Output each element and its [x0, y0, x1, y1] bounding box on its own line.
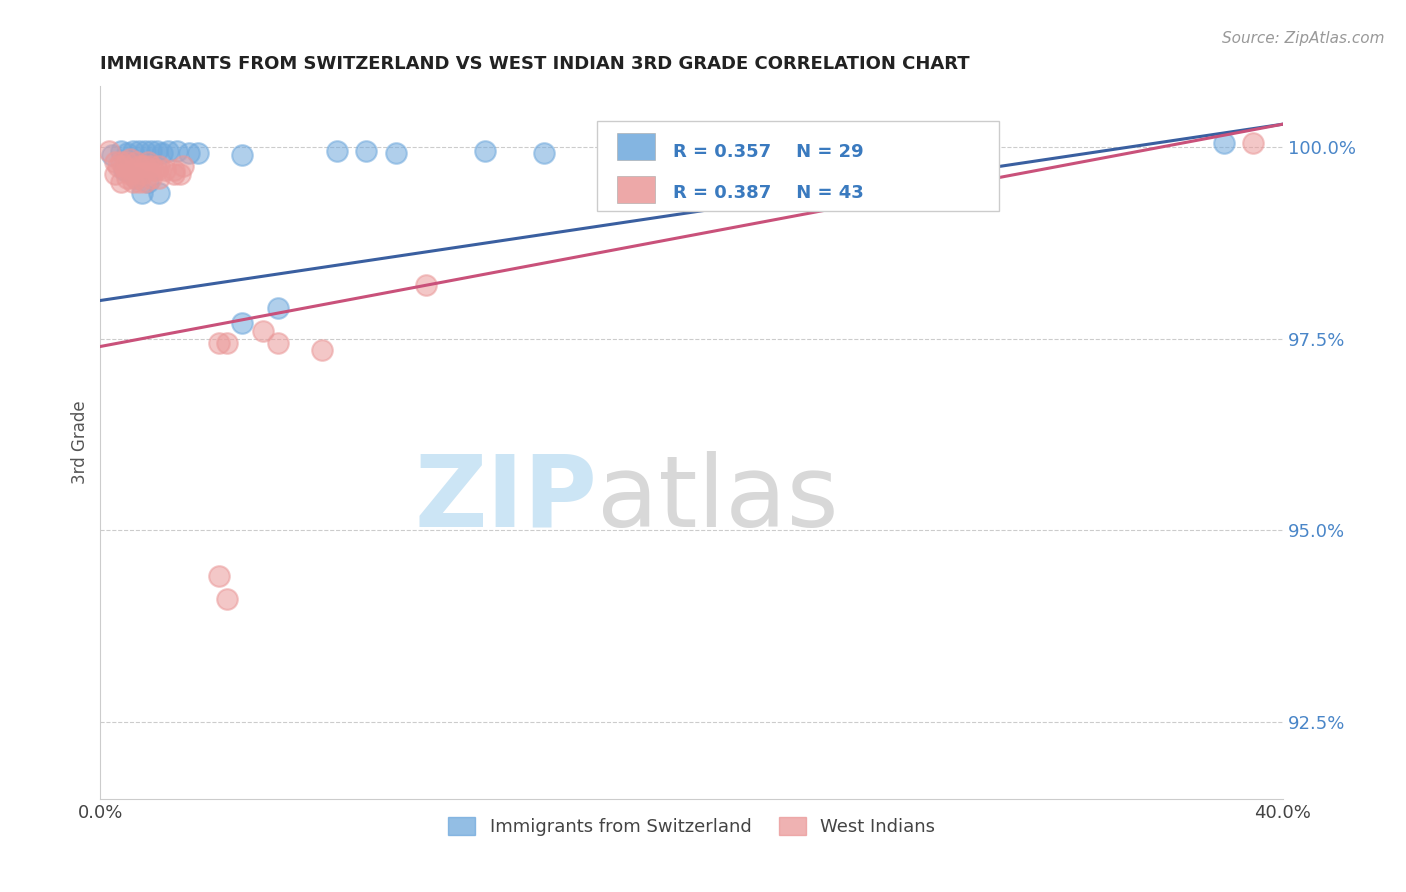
Point: [112, 159, 135, 173]
Point: [217, 335, 239, 350]
Point: [115, 170, 138, 185]
Point: [118, 167, 141, 181]
Point: [207, 335, 229, 350]
FancyBboxPatch shape: [617, 133, 655, 160]
Point: [128, 159, 150, 173]
Point: [962, 159, 984, 173]
Point: [231, 317, 253, 331]
Point: [152, 145, 174, 160]
Point: [148, 186, 170, 201]
Point: [267, 335, 290, 350]
Point: [118, 152, 141, 166]
Point: [415, 278, 437, 293]
Point: [474, 144, 496, 158]
Legend: Immigrants from Switzerland, West Indians: Immigrants from Switzerland, West Indian…: [441, 810, 942, 843]
Point: [122, 175, 145, 189]
Text: ZIP: ZIP: [415, 450, 598, 548]
Point: [326, 144, 349, 158]
Point: [125, 155, 148, 169]
Point: [311, 343, 333, 358]
Point: [131, 186, 153, 201]
Point: [125, 170, 148, 185]
Point: [145, 163, 167, 178]
Point: [110, 144, 132, 158]
Point: [142, 163, 165, 178]
Point: [104, 167, 127, 181]
Text: R = 0.357    N = 29: R = 0.357 N = 29: [672, 143, 863, 161]
Point: [172, 159, 194, 173]
Point: [131, 167, 153, 181]
Point: [385, 145, 408, 160]
Point: [139, 144, 162, 158]
Point: [166, 144, 188, 158]
Point: [107, 159, 129, 173]
Point: [231, 148, 253, 162]
Point: [98, 144, 121, 158]
Point: [122, 163, 145, 178]
Point: [125, 170, 148, 185]
Point: [134, 159, 156, 173]
Point: [157, 144, 180, 158]
Text: R = 0.387    N = 43: R = 0.387 N = 43: [672, 184, 863, 202]
Point: [104, 155, 127, 169]
Text: IMMIGRANTS FROM SWITZERLAND VS WEST INDIAN 3RD GRADE CORRELATION CHART: IMMIGRANTS FROM SWITZERLAND VS WEST INDI…: [100, 55, 970, 73]
Point: [134, 144, 156, 158]
Point: [217, 592, 239, 607]
Point: [112, 163, 135, 178]
Text: Source: ZipAtlas.com: Source: ZipAtlas.com: [1222, 31, 1385, 46]
Point: [122, 144, 145, 158]
Point: [131, 159, 153, 173]
FancyBboxPatch shape: [617, 176, 655, 202]
Point: [681, 144, 703, 158]
Point: [187, 145, 209, 160]
Point: [115, 145, 138, 160]
Point: [136, 155, 159, 169]
Point: [1241, 136, 1264, 151]
Point: [207, 569, 229, 583]
Point: [110, 175, 132, 189]
Point: [946, 144, 969, 158]
Point: [356, 144, 378, 158]
Point: [267, 301, 290, 315]
Point: [136, 175, 159, 189]
Point: [115, 155, 138, 169]
Point: [155, 163, 177, 178]
Point: [1212, 136, 1234, 151]
Point: [128, 144, 150, 158]
Point: [533, 145, 555, 160]
Point: [110, 155, 132, 169]
Point: [148, 170, 170, 185]
Point: [101, 148, 124, 162]
Point: [163, 163, 186, 178]
Point: [134, 175, 156, 189]
Point: [163, 167, 186, 181]
Point: [139, 170, 162, 185]
Point: [128, 175, 150, 189]
Point: [139, 159, 162, 173]
Point: [252, 324, 274, 338]
Point: [177, 145, 200, 160]
Text: atlas: atlas: [598, 450, 839, 548]
FancyBboxPatch shape: [598, 121, 1000, 211]
Y-axis label: 3rd Grade: 3rd Grade: [72, 401, 89, 484]
Point: [148, 159, 170, 173]
Point: [169, 167, 191, 181]
Point: [145, 144, 167, 158]
